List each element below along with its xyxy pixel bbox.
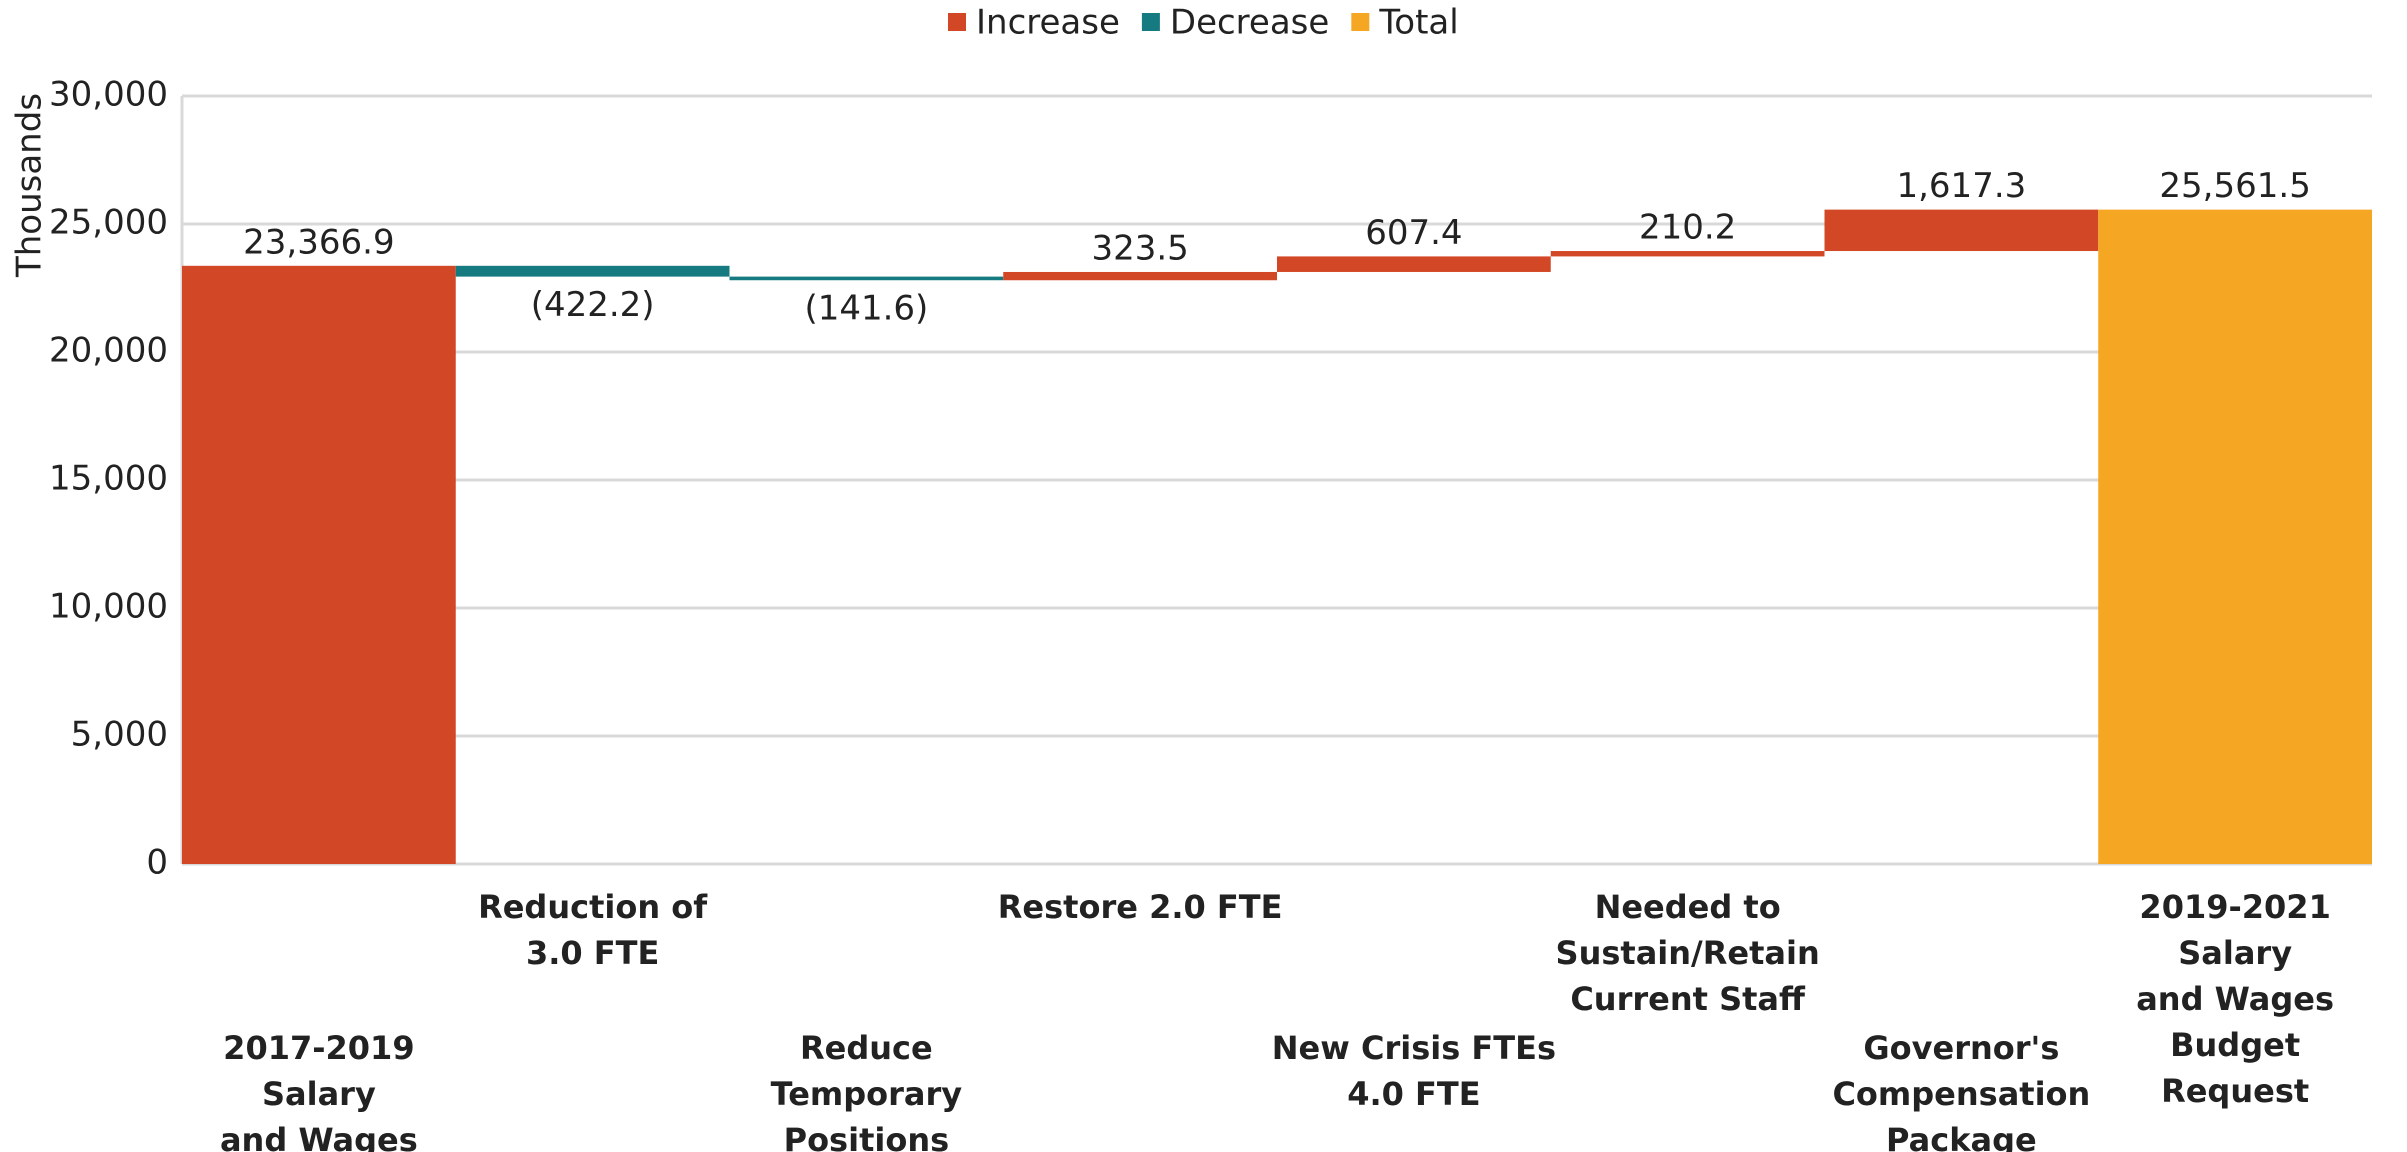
value-label: 25,561.5 xyxy=(2159,166,2310,206)
value-label: 607.4 xyxy=(1365,213,1462,253)
legend-swatch xyxy=(948,13,966,31)
legend-label: Total xyxy=(1378,3,1458,43)
x-tick-label: Governor's Compensation Package xyxy=(1832,1029,2091,1152)
bar xyxy=(1824,209,2099,252)
y-tick-label: 0 xyxy=(146,843,168,883)
y-tick-label: 15,000 xyxy=(49,459,168,499)
y-axis-title: Thousands xyxy=(10,93,50,278)
x-tick-label: Reduction of 3.0 FTE xyxy=(478,888,708,972)
value-label: 23,366.9 xyxy=(243,222,394,262)
y-tick-label: 25,000 xyxy=(49,203,168,243)
y-tick-label: 30,000 xyxy=(49,75,168,115)
x-tick-label: New Crisis FTEs 4.0 FTE xyxy=(1271,1029,1556,1113)
bar xyxy=(2098,209,2372,864)
y-tick-label: 10,000 xyxy=(49,587,168,627)
y-tick-label: 20,000 xyxy=(49,331,168,371)
value-label: 323.5 xyxy=(1091,228,1188,268)
y-tick-label: 5,000 xyxy=(71,715,168,755)
value-label: 210.2 xyxy=(1639,208,1736,248)
bar xyxy=(1003,271,1277,281)
bar xyxy=(729,276,1004,281)
bar xyxy=(1550,251,1825,257)
legend-swatch xyxy=(1141,13,1160,31)
x-tick-label: Needed to Sustain/Retain Current Staff xyxy=(1555,888,1820,1018)
bar xyxy=(182,265,456,864)
bar xyxy=(455,265,730,277)
x-tick-label: Restore 2.0 FTE xyxy=(997,888,1283,926)
legend-label: Increase xyxy=(976,3,1120,43)
legend-swatch xyxy=(1351,13,1370,31)
value-label: (141.6) xyxy=(804,289,928,329)
x-tick-label: Reduce Temporary Positions xyxy=(770,1029,963,1152)
value-label: 1,617.3 xyxy=(1896,166,2026,206)
legend-label: Decrease xyxy=(1170,3,1329,43)
bar xyxy=(1277,256,1551,272)
x-tick-label: 2019-2021 Salary and Wages Budget Reques… xyxy=(2136,888,2335,1110)
value-label: (422.2) xyxy=(531,285,655,325)
x-tick-label: 2017-2019 Salary and Wages Budget xyxy=(219,1029,418,1152)
